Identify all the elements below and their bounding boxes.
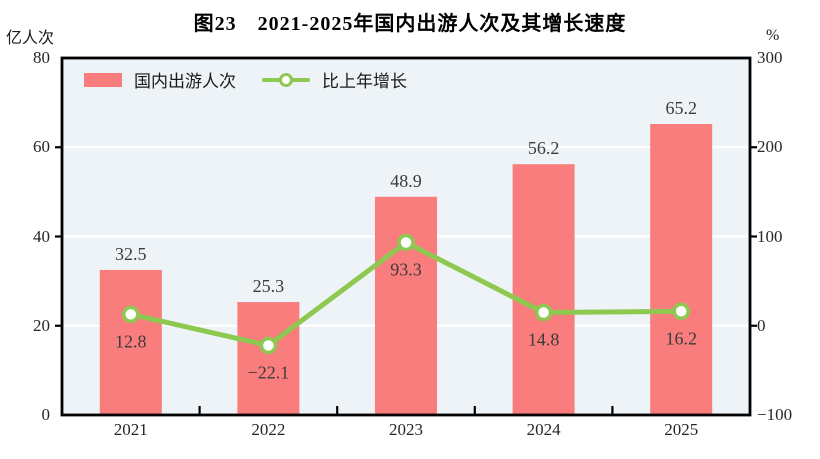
left-axis-unit-label: 亿人次 — [6, 30, 55, 47]
line-value-label: 12.8 — [115, 331, 147, 351]
bar-2025 — [650, 124, 713, 416]
right-axis-tick-label: 300 — [757, 48, 783, 67]
line-marker-2023 — [397, 233, 415, 252]
legend-line-swatch — [262, 72, 310, 88]
line-marker-2021 — [122, 305, 140, 324]
legend-line-label: 比上年增长 — [322, 72, 407, 91]
legend: 国内出游人次 比上年增长 — [84, 67, 407, 92]
line-marker-2025 — [672, 302, 690, 321]
bar-2024 — [512, 164, 575, 415]
line-marker-2022 — [259, 336, 278, 355]
x-axis-label-2025: 2025 — [664, 420, 699, 439]
plot-area: 32.5 25.3 48.9 56.2 65.2 12.8 −22.1 93.3 14.8 16.… — [55, 56, 757, 417]
bar-2021 — [99, 269, 162, 415]
line-marker-2024 — [534, 303, 553, 322]
x-axis-label-2022: 2022 — [251, 420, 286, 439]
right-axis-tick-label: 100 — [757, 226, 783, 246]
right-axis-tick-label: 200 — [757, 137, 783, 157]
left-axis-tick-label: 20 — [33, 315, 50, 335]
bar-value-label: 48.9 — [390, 171, 422, 191]
left-axis-tick-label: 60 — [33, 137, 50, 157]
x-axis-label-2023: 2023 — [389, 420, 423, 439]
right-axis-tick-label: 0 — [757, 315, 766, 335]
bar-2023 — [375, 196, 437, 415]
left-axis-tick-label: 80 — [33, 48, 50, 67]
bar-value-label: 25.3 — [253, 276, 285, 296]
right-axis-unit-label: % — [766, 27, 780, 44]
line-value-label: 16.2 — [665, 328, 697, 348]
chart-title: 图23 2021-2025年国内出游人次及其增长速度 — [193, 13, 627, 35]
bar-value-label: 65.2 — [665, 98, 697, 118]
line-value-label: −22.1 — [248, 362, 290, 382]
x-axis-label-2021: 2021 — [113, 420, 148, 439]
legend-bar-label: 国内出游人次 — [134, 72, 236, 91]
bar-value-label: 32.5 — [115, 244, 147, 264]
legend-bar-swatch — [84, 72, 122, 87]
bar-value-label: 56.2 — [528, 138, 560, 158]
legend-marker-icon — [279, 72, 293, 87]
left-axis-tick-label: 40 — [33, 226, 50, 246]
line-value-label: 14.8 — [528, 330, 560, 350]
x-axis-label-2024: 2024 — [526, 420, 561, 439]
right-axis-tick-label: −100 — [757, 405, 793, 424]
bar-2022 — [237, 302, 300, 415]
left-axis-tick-label: 0 — [41, 405, 51, 424]
line-value-label: 93.3 — [390, 259, 422, 279]
